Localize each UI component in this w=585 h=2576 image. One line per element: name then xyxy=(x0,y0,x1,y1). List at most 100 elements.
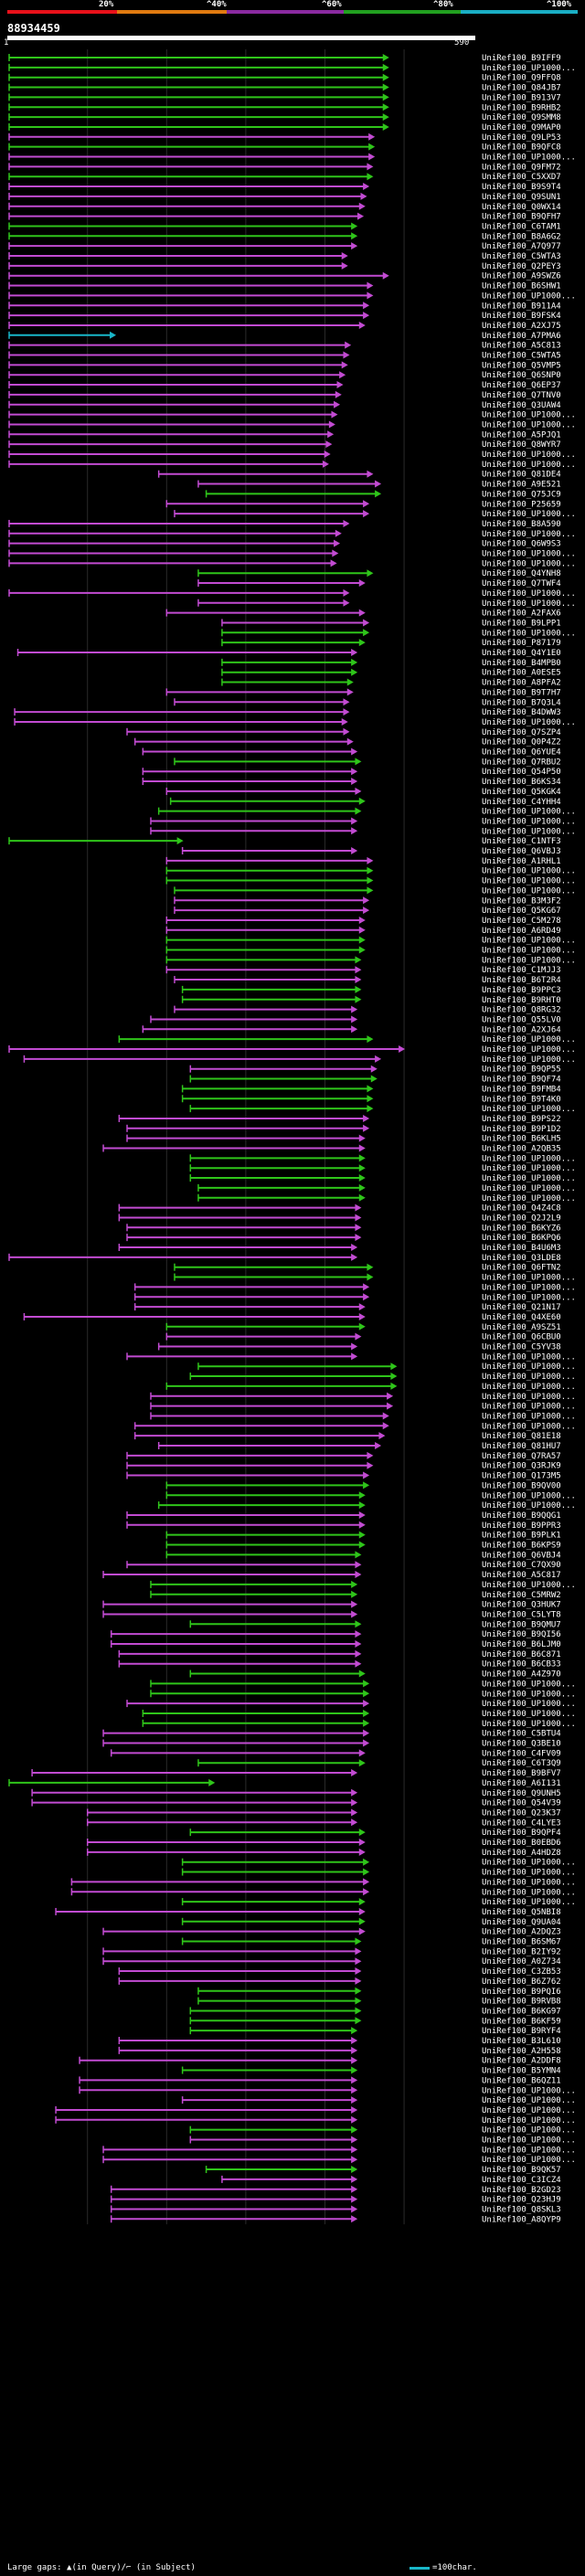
hit-label[interactable]: UniRef100_A8QYP9 xyxy=(482,2215,561,2224)
hit-label[interactable]: UniRef100_UP1000... xyxy=(482,1869,576,1878)
hit-row[interactable]: UniRef100_P25659 xyxy=(165,500,561,509)
hit-row[interactable]: UniRef100_B9RHT0 xyxy=(181,995,561,1005)
hit-label[interactable]: UniRef100_C6TAM1 xyxy=(482,222,561,231)
hit-row[interactable]: UniRef100_Q4XE60 xyxy=(23,1312,561,1322)
hit-label[interactable]: UniRef100_B9FSK4 xyxy=(482,312,561,321)
hit-label[interactable]: UniRef100_C4LYE3 xyxy=(482,1818,561,1828)
hit-label[interactable]: UniRef100_Q3RJK9 xyxy=(482,1462,561,1471)
hit-row[interactable]: UniRef100_B9PQI6 xyxy=(197,1987,561,1997)
hit-label[interactable]: UniRef100_B6KG97 xyxy=(482,2007,561,2016)
hit-row[interactable]: UniRef100_UP1000... xyxy=(189,1164,576,1173)
hit-label[interactable]: UniRef100_UP1000... xyxy=(482,530,576,539)
hit-label[interactable]: UniRef100_Q0P4Z2 xyxy=(482,738,561,747)
hit-row[interactable]: UniRef100_C5LYT8 xyxy=(102,1610,561,1619)
hit-row[interactable]: UniRef100_Q0P4Z2 xyxy=(133,737,561,747)
hit-label[interactable]: UniRef100_A9SWZ6 xyxy=(482,272,561,281)
hit-label[interactable]: UniRef100_UP1000... xyxy=(482,420,576,429)
hit-row[interactable]: UniRef100_B9QPF4 xyxy=(189,1829,561,1838)
hit-label[interactable]: UniRef100_Q6W9S3 xyxy=(482,540,561,549)
hit-label[interactable]: UniRef100_A5C817 xyxy=(482,1571,561,1580)
hit-row[interactable]: UniRef100_Q9FM72 xyxy=(8,163,561,172)
hit-label[interactable]: UniRef100_Q7SZP4 xyxy=(482,728,561,737)
hit-label[interactable]: UniRef100_A6I131 xyxy=(482,1779,561,1788)
hit-label[interactable]: UniRef100_UP1000... xyxy=(482,2136,576,2146)
hit-row[interactable]: UniRef100_C5M278 xyxy=(165,916,561,926)
hit-row[interactable]: UniRef100_A2QB35 xyxy=(102,1144,561,1154)
hit-label[interactable]: UniRef100_B9FMB4 xyxy=(482,1085,561,1094)
hit-row[interactable]: UniRef100_Q5KG67 xyxy=(174,906,561,916)
hit-row[interactable]: UniRef100_UP1000... xyxy=(150,1392,576,1402)
hit-label[interactable]: UniRef100_B6SHW1 xyxy=(482,282,561,292)
hit-row[interactable]: UniRef100_UP1000... xyxy=(157,807,576,817)
hit-label[interactable]: UniRef100_UP1000... xyxy=(482,510,576,519)
hit-row[interactable]: UniRef100_B6Z762 xyxy=(118,1977,561,1987)
hit-row[interactable]: UniRef100_B9BFV7 xyxy=(31,1769,561,1778)
hit-row[interactable]: UniRef100_UP1000... xyxy=(150,1402,576,1412)
hit-row[interactable]: UniRef100_UP1000... xyxy=(118,1035,576,1044)
hit-label[interactable]: UniRef100_A0ESE5 xyxy=(482,669,561,678)
hit-label[interactable]: UniRef100_B2IY92 xyxy=(482,1947,561,1956)
hit-label[interactable]: UniRef100_UP1000... xyxy=(482,817,576,826)
hit-row[interactable]: UniRef100_UP1000... xyxy=(189,1174,576,1183)
hit-row[interactable]: UniRef100_UP1000... xyxy=(142,1709,576,1719)
hit-row[interactable]: UniRef100_UP1000... xyxy=(79,2086,576,2095)
hit-label[interactable]: UniRef100_A4HDZ8 xyxy=(482,1849,561,1858)
hit-row[interactable]: UniRef100_UP1000... xyxy=(8,420,576,429)
hit-label[interactable]: UniRef100_B6QZ11 xyxy=(482,2076,561,2085)
hit-row[interactable]: UniRef100_B913V7 xyxy=(8,93,561,102)
hit-row[interactable]: UniRef100_UP1000... xyxy=(150,1680,576,1689)
hit-label[interactable]: UniRef100_B6Z762 xyxy=(482,1977,561,1987)
hit-row[interactable]: UniRef100_A2XJ75 xyxy=(8,321,561,331)
hit-row[interactable]: UniRef100_UP1000... xyxy=(165,1382,576,1392)
hit-row[interactable]: UniRef100_Q3BE10 xyxy=(102,1739,561,1749)
hit-row[interactable]: UniRef100_UP1000... xyxy=(150,817,576,826)
hit-label[interactable]: UniRef100_UP1000... xyxy=(482,1194,576,1203)
hit-row[interactable]: UniRef100_C5MRW2 xyxy=(150,1590,561,1600)
hit-label[interactable]: UniRef100_B6KYZ6 xyxy=(482,1224,561,1233)
hit-row[interactable]: UniRef100_UP1000... xyxy=(55,2105,576,2115)
hit-row[interactable]: UniRef100_B9QP55 xyxy=(189,1065,561,1075)
hit-row[interactable]: UniRef100_B9QQG1 xyxy=(126,1511,561,1521)
hit-row[interactable]: UniRef100_B6SM67 xyxy=(181,1937,561,1947)
hit-label[interactable]: UniRef100_B2GD23 xyxy=(482,2186,561,2195)
hit-label[interactable]: UniRef100_UP1000... xyxy=(482,1045,576,1055)
hit-label[interactable]: UniRef100_A6RD49 xyxy=(482,927,561,936)
hit-row[interactable]: UniRef100_UP1000... xyxy=(189,1373,576,1382)
hit-label[interactable]: UniRef100_UP1000... xyxy=(482,599,576,609)
hit-row[interactable]: UniRef100_Q75JC9 xyxy=(205,490,561,499)
hit-row[interactable]: UniRef100_Q0WX14 xyxy=(8,202,561,212)
hit-row[interactable]: UniRef100_C5WTA5 xyxy=(8,351,561,361)
hit-row[interactable]: UniRef100_B5YMN4 xyxy=(181,2066,561,2076)
hit-row[interactable]: UniRef100_Q55LV0 xyxy=(150,1015,561,1024)
hit-row[interactable]: UniRef100_UP1000... xyxy=(126,1700,576,1709)
hit-row[interactable]: UniRef100_UP1000... xyxy=(221,629,576,638)
hit-row[interactable]: UniRef100_C4LYE3 xyxy=(86,1818,561,1828)
hit-label[interactable]: UniRef100_Q4YNH8 xyxy=(482,569,561,578)
hit-row[interactable]: UniRef100_UP1000... xyxy=(8,460,576,470)
hit-label[interactable]: UniRef100_UP1000... xyxy=(482,1184,576,1193)
hit-row[interactable]: UniRef100_Q81DE4 xyxy=(157,470,561,480)
hit-row[interactable]: UniRef100_B9QMU7 xyxy=(189,1620,561,1629)
hit-label[interactable]: UniRef100_B911A4 xyxy=(482,302,561,311)
hit-row[interactable]: UniRef100_UP1000... xyxy=(181,1898,576,1907)
hit-label[interactable]: UniRef100_UP1000... xyxy=(482,1035,576,1044)
hit-label[interactable]: UniRef100_B6T2R4 xyxy=(482,976,561,985)
hit-row[interactable]: UniRef100_UP1000... xyxy=(70,1888,576,1897)
hit-row[interactable]: UniRef100_UP1000... xyxy=(165,946,576,956)
hit-row[interactable]: UniRef100_C5XXD7 xyxy=(8,173,561,182)
hit-row[interactable]: UniRef100_UP1000... xyxy=(189,2136,576,2146)
hit-label[interactable]: UniRef100_Q23K37 xyxy=(482,1808,561,1818)
hit-label[interactable]: UniRef100_Q81DE4 xyxy=(482,471,561,480)
hit-label[interactable]: UniRef100_B7Q3L4 xyxy=(482,698,561,707)
hit-label[interactable]: UniRef100_Q9MAP0 xyxy=(482,123,561,133)
hit-row[interactable]: UniRef100_Q3LDE8 xyxy=(8,1253,561,1263)
hit-label[interactable]: UniRef100_C5WTA3 xyxy=(482,252,561,261)
hit-label[interactable]: UniRef100_B6KF59 xyxy=(482,2017,561,2026)
hit-label[interactable]: UniRef100_B8A590 xyxy=(482,520,561,529)
hit-row[interactable]: UniRef100_UP1000... xyxy=(165,936,576,946)
hit-label[interactable]: UniRef100_C5MRW2 xyxy=(482,1591,561,1600)
hit-row[interactable]: UniRef100_B9QFC8 xyxy=(8,143,561,153)
hit-row[interactable]: UniRef100_UP1000... xyxy=(142,1719,576,1729)
hit-label[interactable]: UniRef100_P87179 xyxy=(482,639,561,648)
hit-label[interactable]: UniRef100_B6LJM0 xyxy=(482,1640,561,1649)
